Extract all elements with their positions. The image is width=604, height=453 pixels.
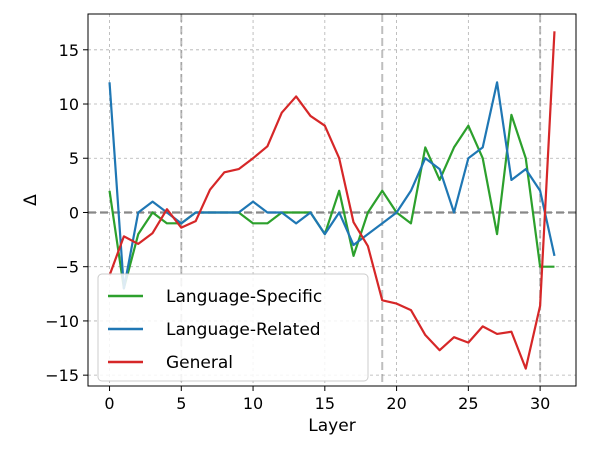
series-lines	[108, 31, 556, 370]
x-tick-label: 25	[458, 394, 478, 413]
y-tick-label: 5	[69, 149, 79, 168]
legend-label: Language-Specific	[166, 287, 322, 307]
y-tick-label: −10	[45, 312, 79, 331]
legend-box	[97, 273, 369, 382]
x-tick-label: 15	[315, 394, 335, 413]
x-tick-label: 5	[176, 394, 186, 413]
legend-label: General	[166, 353, 233, 373]
series-line-general	[108, 31, 556, 370]
y-tick-label: 15	[59, 41, 79, 60]
y-tick-label: −5	[55, 258, 79, 277]
series-line-language-related	[108, 81, 556, 290]
y-tick-label: 10	[59, 95, 79, 114]
y-tick-label: −15	[45, 366, 79, 385]
legend-label: Language-Related	[166, 320, 321, 340]
y-axis-label: Δ	[21, 194, 41, 206]
x-tick-label: 20	[386, 394, 406, 413]
x-tick-label: 30	[530, 394, 550, 413]
axis-ticks: 0 5 10 15 20 25 30 −15 −10 −5 0 5 10 15	[45, 41, 550, 413]
legend: Language-Specific Language-Related General	[97, 273, 369, 382]
x-tick-label: 10	[243, 394, 263, 413]
x-axis-label: Layer	[308, 416, 355, 436]
x-tick-label: 0	[104, 394, 114, 413]
y-tick-label: 0	[69, 203, 79, 222]
plot-frame	[87, 13, 577, 387]
